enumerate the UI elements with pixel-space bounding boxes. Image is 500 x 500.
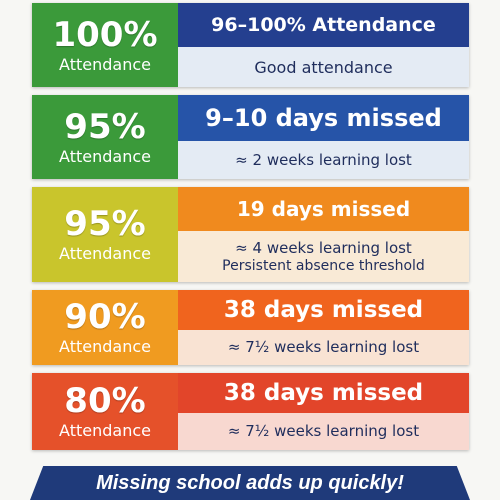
attendance-row-95-b: 95% Attendance 19 days missed ≈ 4 weeks … xyxy=(32,187,469,282)
info-block: 9–10 days missed ≈ 2 weeks learning lost xyxy=(178,95,469,179)
info-block: 38 days missed ≈ 7½ weeks learning lost xyxy=(178,290,469,365)
row-headline: 96–100% Attendance xyxy=(178,3,469,47)
percent-block: 95% Attendance xyxy=(32,95,178,179)
row-headline: 19 days missed xyxy=(178,187,469,231)
attendance-row-100: 100% Attendance 96–100% Attendance Good … xyxy=(32,3,469,87)
row-detail: Good attendance xyxy=(254,57,393,77)
percent-label: Attendance xyxy=(59,244,151,263)
percent-value: 90% xyxy=(64,297,146,337)
percent-block: 90% Attendance xyxy=(32,290,178,365)
row-detail: ≈ 2 weeks learning lost xyxy=(235,150,412,169)
percent-label: Attendance xyxy=(59,337,151,356)
percent-value: 95% xyxy=(64,106,146,147)
row-detail: ≈ 7½ weeks learning lost xyxy=(227,422,420,440)
row-detail: ≈ 4 weeks learning lost xyxy=(235,239,412,257)
percent-block: 95% Attendance xyxy=(32,187,178,282)
row-headline: 9–10 days missed xyxy=(178,95,469,141)
attendance-row-90: 90% Attendance 38 days missed ≈ 7½ weeks… xyxy=(32,290,469,365)
row-note: Persistent absence threshold xyxy=(222,258,425,274)
percent-value: 80% xyxy=(64,381,146,421)
percent-block: 100% Attendance xyxy=(32,3,178,87)
footer-banner: Missing school adds up quickly! xyxy=(30,466,470,500)
row-detail-area: ≈ 7½ weeks learning lost xyxy=(178,413,469,450)
row-detail-area: ≈ 4 weeks learning lost Persistent absen… xyxy=(178,231,469,282)
row-headline: 38 days missed xyxy=(178,373,469,413)
attendance-row-95-a: 95% Attendance 9–10 days missed ≈ 2 week… xyxy=(32,95,469,179)
row-detail-area: ≈ 2 weeks learning lost xyxy=(178,141,469,179)
percent-value: 95% xyxy=(64,204,146,244)
row-detail: ≈ 7½ weeks learning lost xyxy=(227,338,420,356)
row-headline: 38 days missed xyxy=(178,290,469,330)
percent-label: Attendance xyxy=(59,54,151,74)
row-detail-area: ≈ 7½ weeks learning lost xyxy=(178,330,469,365)
info-block: 96–100% Attendance Good attendance xyxy=(178,3,469,87)
percent-block: 80% Attendance xyxy=(32,373,178,450)
percent-label: Attendance xyxy=(59,146,151,166)
row-detail-area: Good attendance xyxy=(178,47,469,87)
info-block: 19 days missed ≈ 4 weeks learning lost P… xyxy=(178,187,469,282)
info-block: 38 days missed ≈ 7½ weeks learning lost xyxy=(178,373,469,450)
attendance-row-80: 80% Attendance 38 days missed ≈ 7½ weeks… xyxy=(32,373,469,450)
percent-label: Attendance xyxy=(59,421,151,440)
percent-value: 100% xyxy=(52,14,158,55)
